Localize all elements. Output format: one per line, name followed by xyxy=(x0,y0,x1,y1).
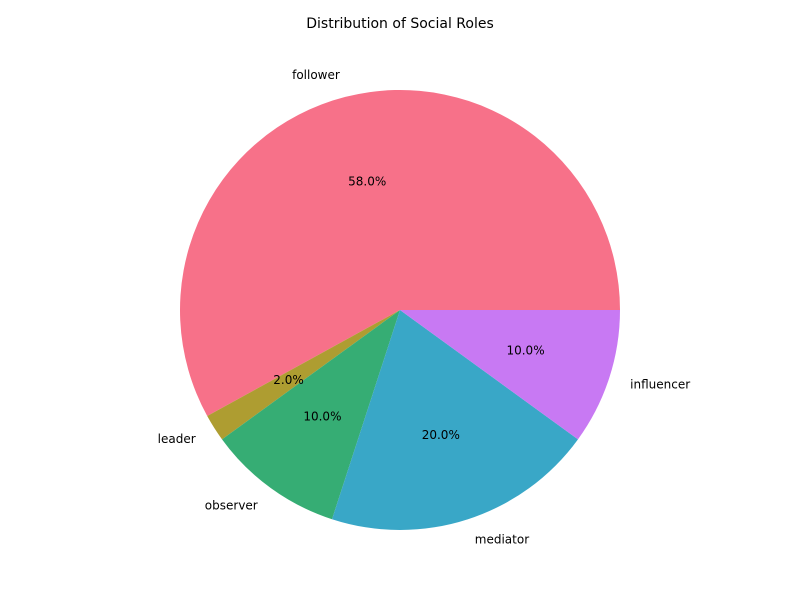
slice-percent-mediator: 20.0% xyxy=(422,428,460,442)
slice-label-follower: follower xyxy=(292,68,340,82)
pie-slice-follower xyxy=(180,90,620,416)
pie-slice-leader xyxy=(207,310,400,440)
slice-percent-observer: 10.0% xyxy=(303,409,341,423)
slice-percent-leader: 2.0% xyxy=(273,373,304,387)
slice-percent-follower: 58.0% xyxy=(348,175,386,189)
slice-label-observer: observer xyxy=(205,498,258,512)
chart-title: Distribution of Social Roles xyxy=(306,16,494,32)
pie-slice-observer xyxy=(222,310,400,520)
pie-slice-influencer xyxy=(400,310,620,440)
slice-percent-influencer: 10.0% xyxy=(506,343,544,357)
pie-slices xyxy=(180,90,620,530)
pie-slice-mediator xyxy=(332,310,578,530)
slice-label-influencer: influencer xyxy=(630,377,690,391)
slice-label-mediator: mediator xyxy=(475,533,529,547)
slice-label-leader: leader xyxy=(158,432,196,446)
pie-labels: follower 58.0% leader 2.0% observer 10.0% medi… xyxy=(158,68,691,547)
